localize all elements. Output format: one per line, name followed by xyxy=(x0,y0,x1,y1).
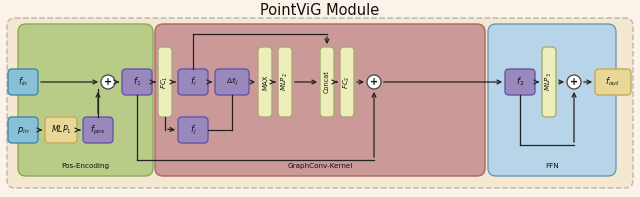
Text: $MLP_1$: $MLP_1$ xyxy=(51,124,72,136)
FancyBboxPatch shape xyxy=(542,47,556,117)
FancyBboxPatch shape xyxy=(258,47,272,117)
Text: MAX: MAX xyxy=(262,74,268,90)
FancyBboxPatch shape xyxy=(158,47,172,117)
FancyBboxPatch shape xyxy=(178,69,208,95)
FancyBboxPatch shape xyxy=(122,69,152,95)
FancyBboxPatch shape xyxy=(155,24,485,176)
FancyBboxPatch shape xyxy=(7,18,633,188)
Text: $f_i$: $f_i$ xyxy=(189,76,196,88)
FancyBboxPatch shape xyxy=(595,69,631,95)
FancyBboxPatch shape xyxy=(8,69,38,95)
Text: $\Delta f_{ij}$: $\Delta f_{ij}$ xyxy=(226,76,238,88)
FancyBboxPatch shape xyxy=(320,47,334,117)
FancyBboxPatch shape xyxy=(340,47,354,117)
Text: Concat: Concat xyxy=(324,71,330,93)
Text: $FC_1$: $FC_1$ xyxy=(160,75,170,89)
Text: $f_2$: $f_2$ xyxy=(516,76,524,88)
Text: $MLP_2$: $MLP_2$ xyxy=(280,73,290,91)
Text: $f_1$: $f_1$ xyxy=(133,76,141,88)
FancyBboxPatch shape xyxy=(83,117,113,143)
FancyBboxPatch shape xyxy=(278,47,292,117)
Circle shape xyxy=(367,75,381,89)
Text: $f_{in}$: $f_{in}$ xyxy=(18,76,28,88)
Text: $FC_2$: $FC_2$ xyxy=(342,75,352,89)
FancyBboxPatch shape xyxy=(215,69,249,95)
FancyBboxPatch shape xyxy=(18,24,153,176)
Text: GraphConv-Kernel: GraphConv-Kernel xyxy=(287,163,353,169)
FancyBboxPatch shape xyxy=(45,117,77,143)
Text: +: + xyxy=(370,77,378,87)
Text: PointViG Module: PointViG Module xyxy=(260,3,380,18)
Text: $MLP_3$: $MLP_3$ xyxy=(544,72,554,91)
Circle shape xyxy=(101,75,115,89)
FancyBboxPatch shape xyxy=(488,24,616,176)
Text: $f_{out}$: $f_{out}$ xyxy=(605,76,621,88)
Text: $f_j$: $f_j$ xyxy=(189,124,196,137)
Text: Pos-Encoding: Pos-Encoding xyxy=(61,163,109,169)
Text: +: + xyxy=(570,77,578,87)
Text: $f_{pos}$: $f_{pos}$ xyxy=(90,124,106,137)
Circle shape xyxy=(567,75,581,89)
FancyBboxPatch shape xyxy=(178,117,208,143)
Text: +: + xyxy=(104,77,112,87)
Text: FFN: FFN xyxy=(545,163,559,169)
FancyBboxPatch shape xyxy=(8,117,38,143)
Text: $p_{in}$: $p_{in}$ xyxy=(17,125,29,136)
FancyBboxPatch shape xyxy=(505,69,535,95)
